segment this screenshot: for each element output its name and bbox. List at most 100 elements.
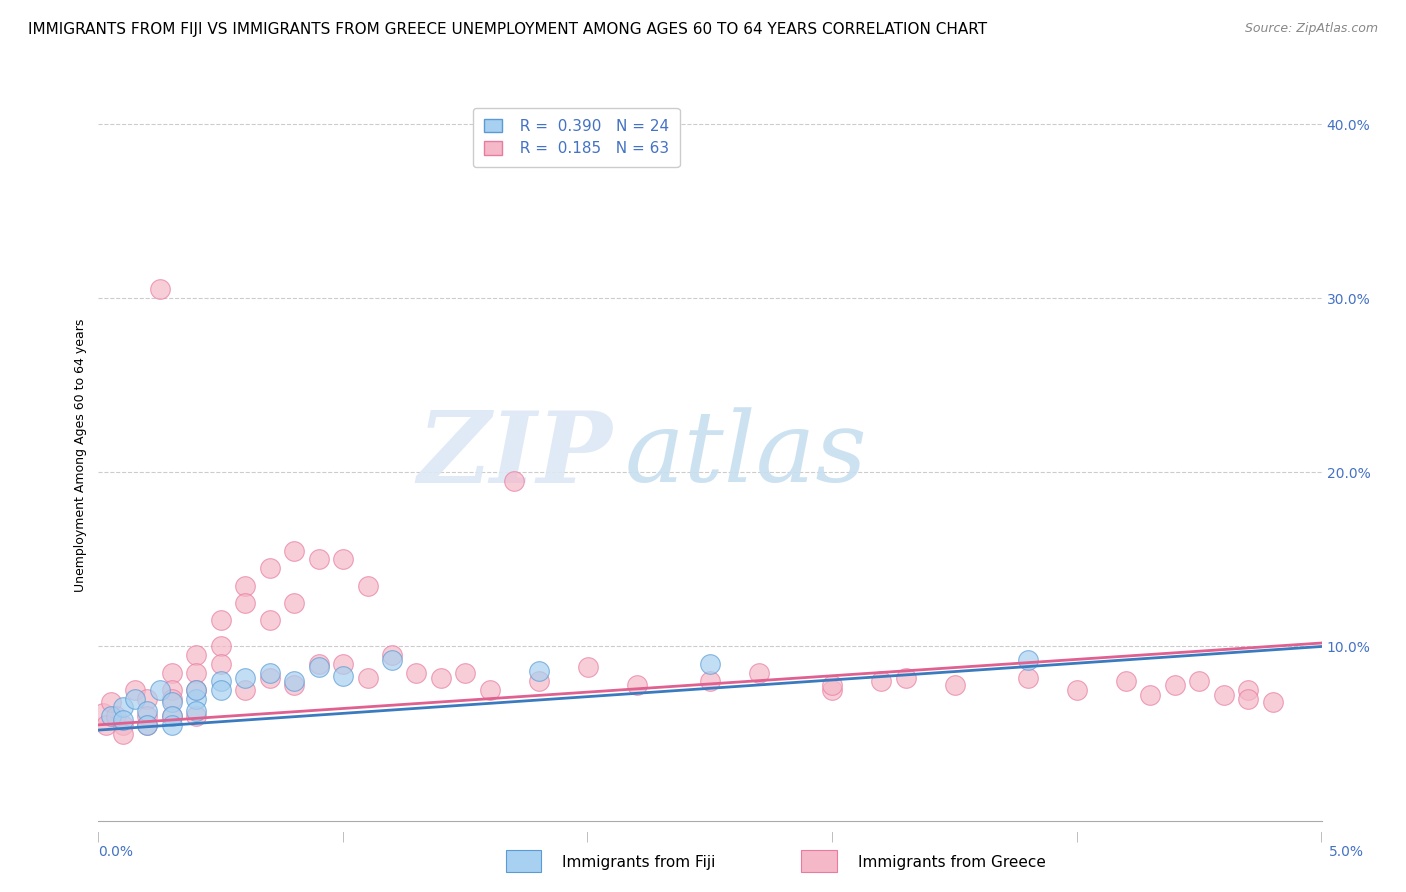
- Text: Immigrants from Greece: Immigrants from Greece: [858, 855, 1046, 870]
- Point: [503, 474, 526, 488]
- Point: [136, 709, 159, 723]
- Y-axis label: Unemployment Among Ages 60 to 64 years: Unemployment Among Ages 60 to 64 years: [75, 318, 87, 591]
- Point: [748, 665, 770, 680]
- Text: |: |: [1076, 831, 1078, 842]
- Point: [1261, 695, 1284, 709]
- Point: [821, 678, 844, 692]
- Point: [1066, 683, 1088, 698]
- Point: [308, 552, 330, 566]
- Text: |: |: [831, 831, 834, 842]
- Text: |: |: [342, 831, 344, 842]
- Legend:   R =  0.390   N = 24,   R =  0.185   N = 63: R = 0.390 N = 24, R = 0.185 N = 63: [472, 108, 679, 167]
- Point: [233, 596, 256, 610]
- Point: [136, 718, 159, 732]
- Text: IMMIGRANTS FROM FIJI VS IMMIGRANTS FROM GREECE UNEMPLOYMENT AMONG AGES 60 TO 64 : IMMIGRANTS FROM FIJI VS IMMIGRANTS FROM …: [28, 22, 987, 37]
- Point: [149, 683, 172, 698]
- Point: [1188, 674, 1211, 689]
- Point: [699, 674, 721, 689]
- Point: [91, 706, 114, 720]
- Point: [356, 671, 378, 685]
- Point: [160, 683, 183, 698]
- Text: atlas: atlas: [624, 408, 868, 502]
- Point: [283, 543, 305, 558]
- Point: [283, 596, 305, 610]
- Point: [209, 640, 232, 654]
- Point: [332, 657, 354, 671]
- Point: [283, 674, 305, 689]
- Point: [943, 678, 966, 692]
- Point: [186, 704, 208, 718]
- Text: 5.0%: 5.0%: [1329, 845, 1364, 859]
- Point: [233, 683, 256, 698]
- Point: [259, 613, 281, 627]
- Text: ZIP: ZIP: [418, 407, 612, 503]
- Point: [186, 691, 208, 706]
- Point: [478, 683, 501, 698]
- Point: [111, 713, 134, 727]
- Text: 0.0%: 0.0%: [98, 845, 134, 859]
- Point: [186, 709, 208, 723]
- Point: [160, 709, 183, 723]
- Point: [209, 613, 232, 627]
- Point: [111, 718, 134, 732]
- Point: [1164, 678, 1187, 692]
- Point: [454, 665, 477, 680]
- Point: [136, 704, 159, 718]
- Point: [381, 653, 404, 667]
- Point: [124, 683, 146, 698]
- Point: [111, 726, 134, 740]
- Point: [160, 709, 183, 723]
- Point: [124, 691, 146, 706]
- Text: Immigrants from Fiji: Immigrants from Fiji: [562, 855, 716, 870]
- Text: |: |: [97, 831, 100, 842]
- Point: [1017, 653, 1039, 667]
- Point: [1212, 688, 1234, 702]
- Point: [1115, 674, 1137, 689]
- Point: [259, 561, 281, 575]
- Point: [527, 674, 550, 689]
- Point: [626, 678, 648, 692]
- Point: [111, 700, 134, 714]
- Text: |: |: [586, 831, 589, 842]
- Point: [1139, 688, 1161, 702]
- Point: [699, 657, 721, 671]
- Point: [405, 665, 427, 680]
- Point: [259, 665, 281, 680]
- Point: [332, 669, 354, 683]
- Point: [283, 678, 305, 692]
- Point: [136, 691, 159, 706]
- Point: [356, 578, 378, 592]
- Point: [233, 671, 256, 685]
- Point: [100, 695, 122, 709]
- Point: [332, 552, 354, 566]
- Point: [186, 683, 208, 698]
- Point: [160, 665, 183, 680]
- Point: [209, 657, 232, 671]
- Text: |: |: [1320, 831, 1323, 842]
- Point: [104, 709, 127, 723]
- Point: [870, 674, 893, 689]
- Point: [821, 683, 844, 698]
- Point: [186, 648, 208, 663]
- Text: Source: ZipAtlas.com: Source: ZipAtlas.com: [1244, 22, 1378, 36]
- Point: [160, 718, 183, 732]
- Point: [209, 683, 232, 698]
- Point: [527, 664, 550, 678]
- Point: [186, 665, 208, 680]
- Point: [259, 671, 281, 685]
- Point: [1017, 671, 1039, 685]
- Point: [894, 671, 917, 685]
- Point: [233, 578, 256, 592]
- Point: [160, 695, 183, 709]
- Point: [209, 674, 232, 689]
- Point: [381, 648, 404, 663]
- Point: [100, 709, 122, 723]
- Point: [430, 671, 453, 685]
- Point: [1237, 691, 1260, 706]
- Point: [160, 691, 183, 706]
- Point: [94, 718, 117, 732]
- Point: [308, 660, 330, 674]
- Point: [308, 657, 330, 671]
- Point: [149, 283, 172, 297]
- Point: [136, 718, 159, 732]
